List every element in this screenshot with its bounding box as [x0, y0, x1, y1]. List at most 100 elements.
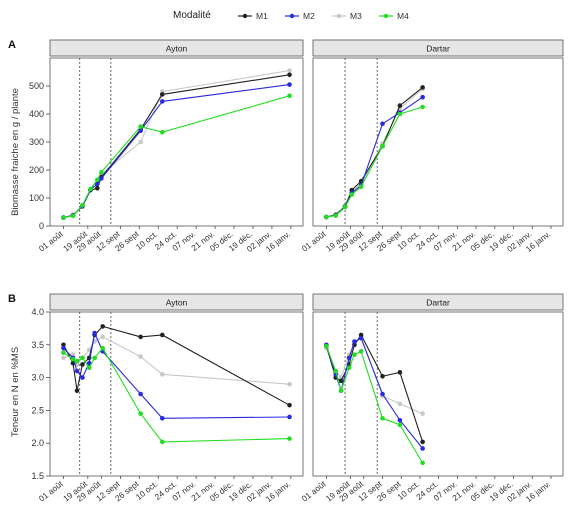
facet-strip-dartar-b: Dartar	[312, 293, 564, 311]
data-point-m1	[420, 439, 425, 445]
data-point-m2	[80, 375, 85, 380]
data-point-m4	[333, 213, 339, 218]
data-point-m2	[420, 446, 425, 451]
data-point-m2	[138, 391, 143, 397]
panel-frame-dartar-b	[312, 311, 564, 477]
series-m4-dartar-a	[324, 104, 425, 220]
x-tick-label-dartar-b: 01 août	[300, 478, 329, 503]
data-point-m1	[159, 332, 165, 338]
y-tick-label-b: 2.5	[31, 405, 44, 415]
legend-label-m4: M4	[397, 11, 409, 21]
data-point-m4	[74, 358, 80, 364]
data-point-m4	[420, 104, 425, 110]
data-point-m2	[92, 330, 97, 336]
legend-label-m3: M3	[350, 11, 362, 21]
y-tick-label-a: 200	[29, 165, 44, 175]
data-point-m4	[397, 111, 403, 117]
y-tick-label-b: 4.0	[31, 307, 44, 317]
data-point-m2	[138, 128, 143, 134]
x-tick-label-ayton-a: 01 août	[37, 228, 66, 253]
x-tick-label-ayton-b: 01 août	[37, 478, 66, 503]
data-point-m1	[95, 185, 100, 191]
data-point-m4	[159, 129, 165, 135]
facet-title-dartar-a: Dartar	[426, 44, 450, 54]
panel-frame-ayton-a	[49, 57, 304, 227]
data-point-m4	[358, 349, 364, 354]
data-point-m2	[74, 368, 80, 374]
y-tick-label-b: 3.0	[31, 373, 44, 383]
data-point-m4	[333, 368, 339, 374]
data-point-m4	[92, 355, 97, 361]
data-point-m3	[138, 139, 143, 145]
data-point-m2	[86, 360, 92, 366]
facet-strip-ayton-a: Ayton	[49, 39, 304, 57]
data-point-m1	[159, 92, 165, 97]
legend-marker-m1	[242, 13, 248, 19]
y-tick-label-b: 3.5	[31, 340, 44, 350]
data-point-m2	[159, 99, 165, 104]
legend-item-m4: M4	[379, 11, 409, 21]
data-point-m4	[338, 388, 344, 394]
facet-title-ayton-b: Ayton	[166, 298, 188, 308]
data-point-m1	[61, 342, 66, 348]
legend-items: M1 M2 M3 M4	[238, 11, 409, 21]
data-point-m2	[99, 176, 104, 181]
data-point-m4	[380, 143, 385, 149]
series-m2-dartar-b	[324, 335, 425, 451]
data-point-m2	[397, 417, 403, 423]
data-point-m4	[138, 411, 143, 416]
x-tick-label-dartar-a: 01 août	[300, 228, 329, 253]
data-point-m1	[287, 402, 292, 408]
legend-item-m2: M2	[285, 11, 315, 21]
data-point-m2	[352, 339, 357, 344]
data-point-m4	[324, 343, 329, 349]
data-point-m3	[159, 372, 165, 377]
legend-marker-m4	[383, 13, 389, 19]
data-point-m4	[287, 436, 292, 441]
panel-letter-b: B	[8, 293, 16, 305]
data-point-m4	[86, 365, 92, 371]
data-point-m2	[287, 414, 292, 420]
data-point-m4	[95, 177, 100, 183]
data-point-m3	[420, 411, 425, 416]
data-point-m4	[358, 184, 364, 190]
data-point-m4	[352, 352, 357, 357]
legend-label-m2: M2	[303, 11, 315, 21]
legend-item-m1: M1	[238, 11, 268, 21]
data-point-m3	[287, 381, 292, 387]
data-point-m2	[61, 345, 66, 351]
data-point-m4	[100, 345, 106, 351]
data-point-m3	[138, 354, 143, 359]
data-point-m4	[342, 204, 348, 210]
data-point-m4	[88, 186, 93, 192]
panel-frame-ayton-b	[49, 311, 304, 477]
data-point-m4	[324, 214, 329, 220]
series-line-m2	[63, 331, 290, 419]
data-point-m1	[138, 334, 143, 340]
series-m2-ayton-b	[61, 330, 292, 421]
data-point-m4	[420, 460, 425, 466]
data-point-m1	[287, 72, 292, 78]
data-point-m4	[80, 355, 85, 361]
data-point-m1	[420, 85, 425, 90]
y-tick-label-a: 100	[29, 193, 44, 203]
y-tick-label-a: 500	[29, 81, 44, 91]
data-point-m1	[338, 378, 344, 384]
y-tick-label-a: 0	[39, 221, 44, 231]
data-point-m1	[74, 388, 80, 394]
legend-title: Modalité	[173, 10, 211, 21]
facet-title-dartar-b: Dartar	[426, 298, 450, 308]
data-point-m3	[61, 355, 66, 361]
facet-title-ayton-a: Ayton	[166, 44, 188, 54]
data-point-m4	[80, 202, 85, 208]
legend-label-m1: M1	[256, 11, 268, 21]
panel-frame-dartar-a	[312, 57, 564, 227]
y-tick-label-b: 1.5	[31, 471, 44, 481]
data-point-m4	[61, 215, 66, 220]
data-point-m4	[138, 124, 143, 129]
data-point-m2	[159, 415, 165, 421]
